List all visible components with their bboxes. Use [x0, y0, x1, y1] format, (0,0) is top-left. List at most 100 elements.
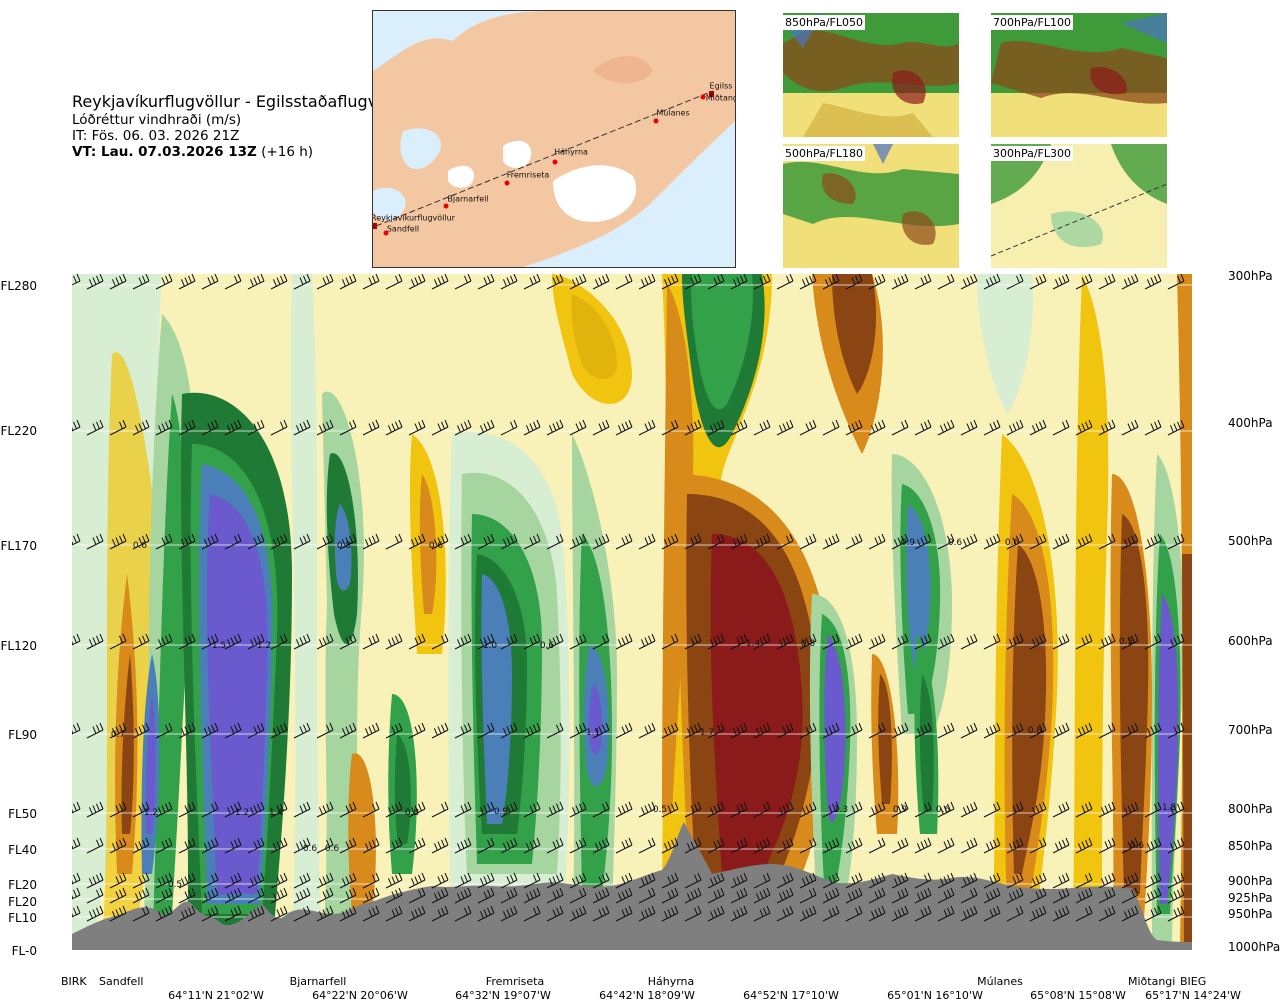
- wind-barb: [523, 722, 541, 739]
- wind-barb: [1075, 419, 1093, 436]
- value-label: 0.6: [428, 541, 444, 551]
- wind-barb: [776, 533, 794, 550]
- wind-barb: [799, 273, 817, 290]
- wind-barb: [730, 419, 748, 436]
- wind-barb: [1029, 837, 1047, 854]
- map-label-midtangi: Miðtangi: [705, 93, 735, 103]
- wind-barb: [454, 273, 472, 290]
- wind-barbs: [63, 273, 1185, 922]
- wind-barb: [109, 801, 127, 818]
- map-point-fremriseta: [504, 180, 510, 186]
- wind-barb: [86, 633, 104, 650]
- wind-barb: [500, 837, 518, 854]
- wind-barb: [799, 533, 817, 550]
- wind-barb: [270, 887, 288, 904]
- wind-barb: [799, 887, 817, 904]
- wind-barb: [477, 533, 495, 550]
- wind-barb: [270, 633, 288, 650]
- thumbnail-300hpa[interactable]: 300hPa/FL300: [990, 143, 1168, 269]
- wind-barb: [1006, 273, 1024, 290]
- wind-barb: [454, 837, 472, 854]
- wind-barb: [592, 633, 610, 650]
- wind-barb: [1029, 722, 1047, 739]
- wind-barb: [868, 872, 886, 889]
- wind-barb: [408, 801, 426, 818]
- map-point-mulanes: [653, 118, 659, 124]
- wind-barb: [1029, 533, 1047, 550]
- thumbnail-850hpa[interactable]: 850hPa/FL050: [782, 12, 960, 138]
- wind-barb: [500, 887, 518, 904]
- wind-barb: [960, 837, 978, 854]
- value-label: 1.3: [833, 805, 849, 815]
- coord-label: 64°22'N 20°06'W: [312, 989, 408, 1002]
- wind-barb: [983, 722, 1001, 739]
- wind-barb: [523, 273, 541, 290]
- wind-barb: [1121, 633, 1139, 650]
- wind-barb: [500, 905, 518, 922]
- pressure-label: 1000hPa: [1228, 940, 1280, 954]
- wind-barb: [1075, 837, 1093, 854]
- wind-barb: [960, 633, 978, 650]
- wind-barb: [753, 887, 771, 904]
- value-label: 1.5: [211, 641, 227, 651]
- wind-barb: [224, 273, 242, 290]
- wind-barb: [362, 887, 380, 904]
- map-point-midtangi: [700, 94, 706, 100]
- map-label-mulanes: Múlanes: [656, 108, 690, 118]
- wind-barb: [753, 722, 771, 739]
- wind-barb: [822, 801, 840, 818]
- wind-barb: [500, 872, 518, 889]
- wind-barb: [914, 887, 932, 904]
- thumbnail-700hpa[interactable]: 700hPa/FL100: [990, 12, 1168, 138]
- wind-barb: [753, 419, 771, 436]
- wind-barb: [707, 633, 725, 650]
- wind-barb: [569, 905, 587, 922]
- wind-barb: [385, 533, 403, 550]
- wind-barb: [1144, 837, 1162, 854]
- wind-barb: [293, 872, 311, 889]
- wind-barb: [615, 905, 633, 922]
- wind-barb: [362, 273, 380, 290]
- wind-barb: [592, 837, 610, 854]
- wind-barb: [362, 419, 380, 436]
- wind-barb: [431, 633, 449, 650]
- wind-barb: [753, 872, 771, 889]
- value-label: 0.8: [1027, 726, 1043, 736]
- wind-barb: [914, 273, 932, 290]
- wind-barb: [891, 837, 909, 854]
- wind-barb: [224, 801, 242, 818]
- wind-barb: [224, 872, 242, 889]
- wind-barb: [983, 837, 1001, 854]
- wind-barb: [592, 273, 610, 290]
- coord-label: 65°08'N 15°08'W: [1030, 989, 1126, 1002]
- value-label: 0.5: [167, 880, 183, 890]
- map-label-hahyrna: Háhyrna: [554, 147, 588, 157]
- wind-barb: [684, 905, 702, 922]
- wind-barb: [293, 905, 311, 922]
- wind-barb: [247, 905, 265, 922]
- wind-barb: [362, 872, 380, 889]
- wind-barb: [201, 905, 219, 922]
- thumbnail-500hpa[interactable]: 500hPa/FL180: [782, 143, 960, 269]
- wind-barb: [247, 419, 265, 436]
- value-label: 0.6: [324, 844, 340, 854]
- wind-barb: [937, 273, 955, 290]
- wind-barb: [868, 837, 886, 854]
- wind-barb: [914, 722, 932, 739]
- wind-barb: [132, 273, 150, 290]
- wind-barb: [1052, 872, 1070, 889]
- wind-barb: [1144, 533, 1162, 550]
- pressure-label: 500hPa: [1228, 534, 1273, 548]
- value-label: 0.6: [539, 641, 555, 651]
- wind-barb: [178, 273, 196, 290]
- wind-barb: [1052, 273, 1070, 290]
- wind-barb: [86, 722, 104, 739]
- wind-barb: [477, 837, 495, 854]
- thumbnail-850hpa-graphic: [783, 13, 959, 137]
- wind-barb: [776, 872, 794, 889]
- wind-barb: [1144, 722, 1162, 739]
- fl-label: FL220: [0, 424, 38, 438]
- map-point-hahyrna: [552, 159, 558, 165]
- wind-barb: [822, 419, 840, 436]
- wind-barb: [983, 887, 1001, 904]
